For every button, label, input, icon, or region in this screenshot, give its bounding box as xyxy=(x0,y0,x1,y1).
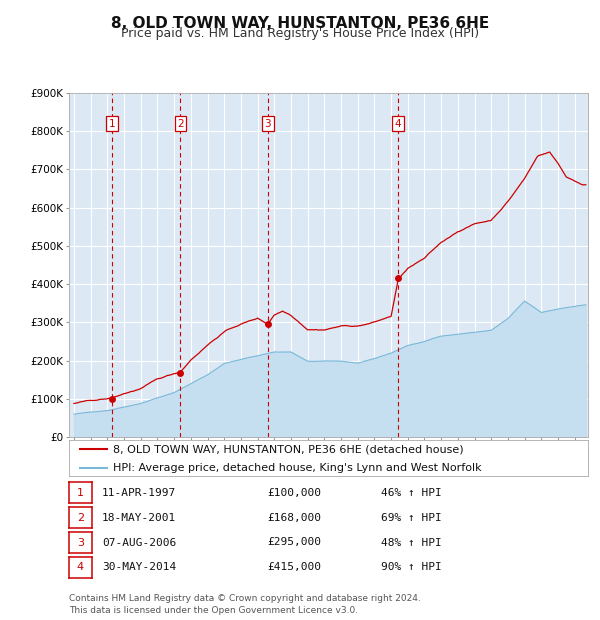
Text: 07-AUG-2006: 07-AUG-2006 xyxy=(102,538,176,547)
Text: 48% ↑ HPI: 48% ↑ HPI xyxy=(381,538,442,547)
Text: 4: 4 xyxy=(77,562,84,572)
Text: 8, OLD TOWN WAY, HUNSTANTON, PE36 6HE: 8, OLD TOWN WAY, HUNSTANTON, PE36 6HE xyxy=(111,16,489,30)
Text: £295,000: £295,000 xyxy=(267,538,321,547)
Text: 3: 3 xyxy=(264,118,271,128)
Text: 2: 2 xyxy=(77,513,84,523)
Text: Price paid vs. HM Land Registry's House Price Index (HPI): Price paid vs. HM Land Registry's House … xyxy=(121,27,479,40)
Text: HPI: Average price, detached house, King's Lynn and West Norfolk: HPI: Average price, detached house, King… xyxy=(113,463,482,473)
Text: 18-MAY-2001: 18-MAY-2001 xyxy=(102,513,176,523)
Text: Contains HM Land Registry data © Crown copyright and database right 2024.
This d: Contains HM Land Registry data © Crown c… xyxy=(69,594,421,615)
Text: 11-APR-1997: 11-APR-1997 xyxy=(102,488,176,498)
Text: 2: 2 xyxy=(177,118,184,128)
Text: 90% ↑ HPI: 90% ↑ HPI xyxy=(381,562,442,572)
Text: 3: 3 xyxy=(77,538,84,547)
Text: 1: 1 xyxy=(77,488,84,498)
Text: £100,000: £100,000 xyxy=(267,488,321,498)
Text: £415,000: £415,000 xyxy=(267,562,321,572)
Text: £168,000: £168,000 xyxy=(267,513,321,523)
Text: 30-MAY-2014: 30-MAY-2014 xyxy=(102,562,176,572)
Text: 46% ↑ HPI: 46% ↑ HPI xyxy=(381,488,442,498)
Text: 1: 1 xyxy=(109,118,115,128)
Text: 4: 4 xyxy=(395,118,401,128)
Text: 69% ↑ HPI: 69% ↑ HPI xyxy=(381,513,442,523)
Text: 8, OLD TOWN WAY, HUNSTANTON, PE36 6HE (detached house): 8, OLD TOWN WAY, HUNSTANTON, PE36 6HE (d… xyxy=(113,444,464,454)
